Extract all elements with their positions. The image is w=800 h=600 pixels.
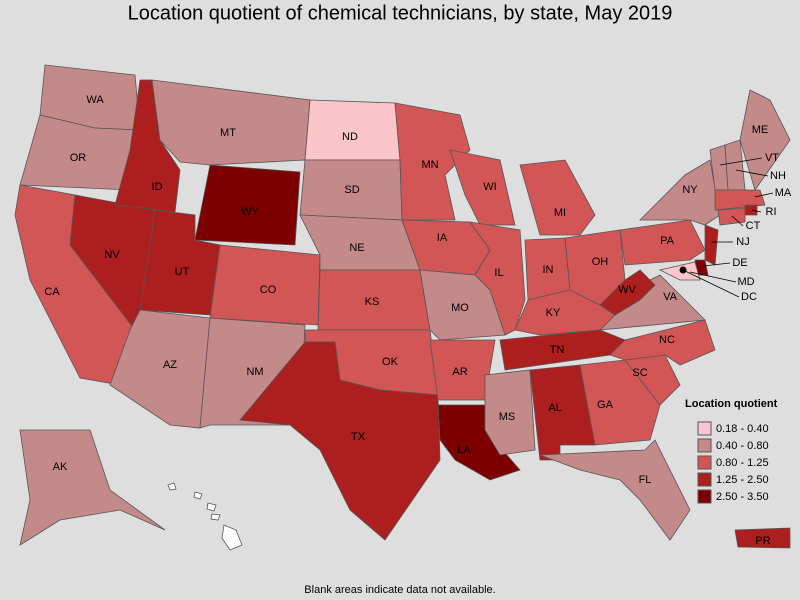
hawaii <box>167 482 243 551</box>
state-label: OH <box>592 256 609 268</box>
state-label: NV <box>104 249 120 261</box>
leader-line <box>735 169 769 177</box>
state <box>639 159 721 226</box>
state <box>619 219 706 266</box>
leader-line <box>731 215 744 227</box>
legend-label: 1.25 - 2.50 <box>716 474 769 486</box>
state-label: MS <box>499 411 516 423</box>
state-label: MO <box>451 302 469 314</box>
state <box>519 159 596 236</box>
state-label: TN <box>550 344 565 356</box>
state-label: AZ <box>163 359 177 371</box>
legend-swatch <box>697 489 712 504</box>
state <box>744 204 758 216</box>
state-label: DE <box>732 257 747 269</box>
state-label: IN <box>543 264 554 276</box>
state <box>599 269 656 316</box>
state <box>449 149 516 226</box>
state-label: WI <box>483 181 496 193</box>
state-label: UT <box>175 266 190 278</box>
state-label: IA <box>437 232 448 244</box>
legend-swatch <box>697 455 712 470</box>
leader-line <box>754 192 774 198</box>
state-label: IL <box>494 267 503 279</box>
state <box>609 319 716 366</box>
state-label: NC <box>659 334 675 346</box>
state-label: ME <box>752 124 769 136</box>
state-label: WA <box>86 94 104 106</box>
state <box>151 79 311 166</box>
state-label: TX <box>351 431 366 443</box>
legend-swatch <box>697 421 712 436</box>
legend-label: 0.18 - 0.40 <box>716 423 769 435</box>
footnote: Blank areas indicate data not available. <box>304 584 495 596</box>
legend-label: 0.80 - 1.25 <box>716 457 769 469</box>
state-label: ND <box>342 131 358 143</box>
state-label: WY <box>241 206 259 218</box>
state-label: MN <box>421 159 438 171</box>
title: Location quotient of chemical technician… <box>128 2 673 24</box>
state <box>539 439 691 541</box>
state-label: MD <box>737 276 754 288</box>
state <box>739 89 791 191</box>
leader-line <box>682 269 740 298</box>
state <box>194 164 301 246</box>
leader-line <box>719 157 763 166</box>
state-label: RI <box>766 206 777 218</box>
state <box>19 429 166 546</box>
state <box>579 359 661 446</box>
state <box>484 369 536 456</box>
state-label: CT <box>746 220 761 232</box>
state-label: SD <box>344 184 359 196</box>
state-label: MA <box>775 187 792 199</box>
state-label: WV <box>618 284 636 296</box>
state <box>714 189 766 211</box>
legend-label: 2.50 - 3.50 <box>716 491 769 503</box>
state-label: LA <box>457 444 471 456</box>
legend-label: 0.40 - 0.80 <box>716 440 769 452</box>
state-label: NE <box>349 242 364 254</box>
state <box>469 221 526 336</box>
state <box>717 207 746 226</box>
state-label: CO <box>260 284 277 296</box>
state-label: MT <box>220 127 236 139</box>
state-label: NM <box>246 366 263 378</box>
state-label: FL <box>639 474 652 486</box>
state-label: KS <box>365 296 380 308</box>
state-label: AL <box>548 402 561 414</box>
leader-line <box>702 262 731 267</box>
state-label: AR <box>452 366 467 378</box>
state-label: DC <box>741 291 757 303</box>
state <box>239 341 441 541</box>
legend-title: Location quotient <box>685 398 778 410</box>
state-label: ID <box>152 181 163 193</box>
state <box>734 527 791 549</box>
state-label: OK <box>382 356 399 368</box>
state-label: NJ <box>736 236 749 248</box>
state <box>704 224 719 266</box>
state-label: OR <box>70 152 87 164</box>
legend-swatch <box>697 438 712 453</box>
state-label: GA <box>597 399 614 411</box>
state-label: NY <box>682 184 698 196</box>
leader-line <box>751 209 762 213</box>
state-label: VA <box>663 291 678 303</box>
state-label: CA <box>44 286 60 298</box>
state <box>394 102 471 221</box>
state-label: MI <box>554 207 566 219</box>
states <box>14 64 791 549</box>
state-label: SC <box>632 367 647 379</box>
state-label: KY <box>546 307 561 319</box>
state-label: PA <box>660 235 675 247</box>
state-label: AK <box>53 461 68 473</box>
state-label: PR <box>755 535 770 547</box>
legend-swatch <box>697 472 712 487</box>
state-label: NH <box>770 170 786 182</box>
leader-line <box>689 271 737 283</box>
state-label: VT <box>765 152 779 164</box>
